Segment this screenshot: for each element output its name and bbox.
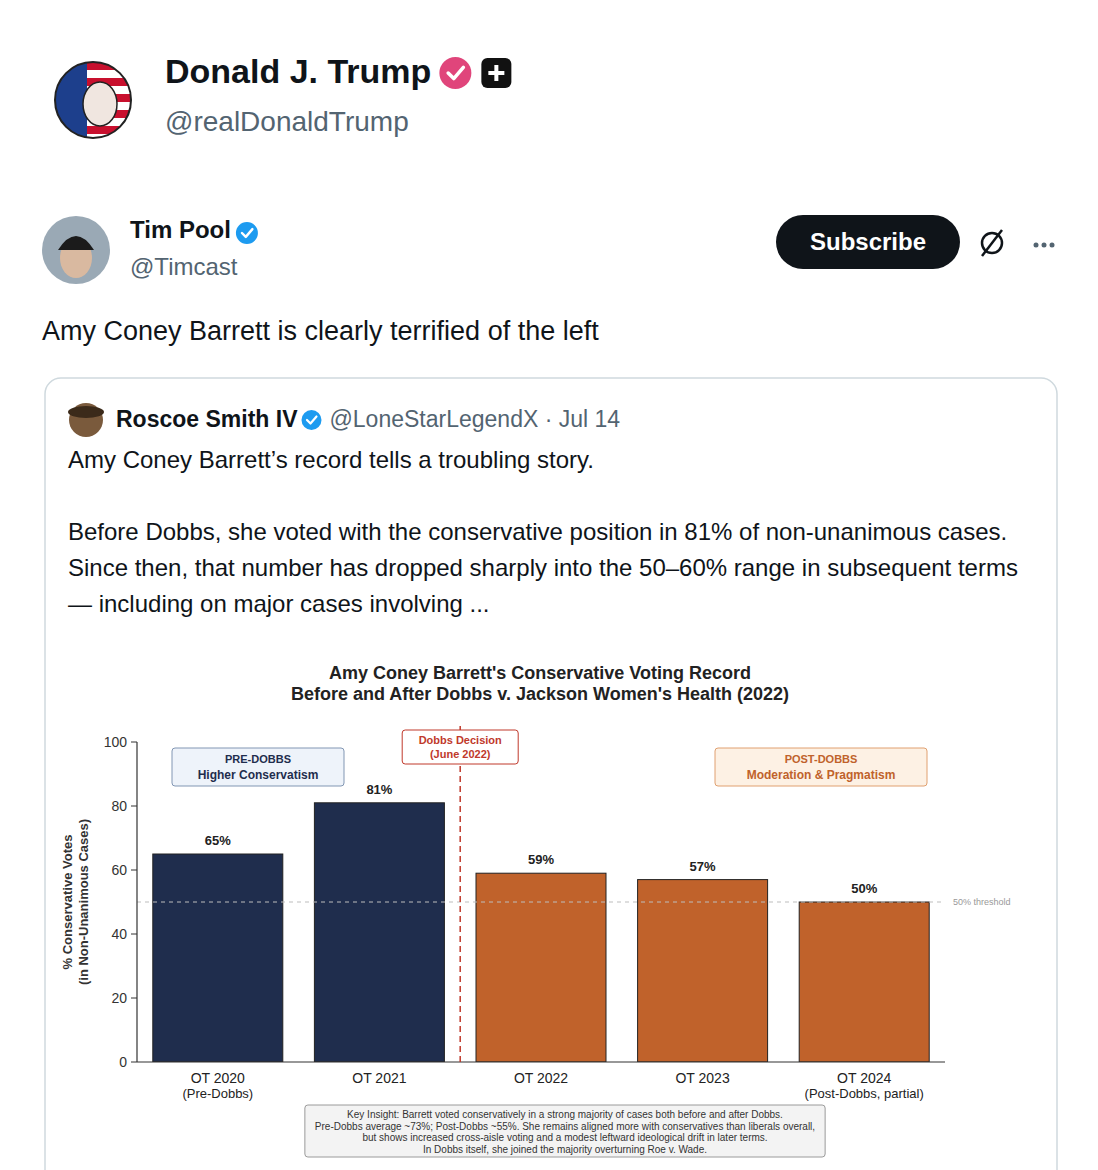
quoted-body: Before Dobbs, she voted with the conserv…	[68, 514, 1028, 622]
region-title: PRE-DOBBS	[225, 753, 291, 765]
author-name: Tim Pool	[130, 216, 231, 244]
y-tick-label: 20	[111, 990, 127, 1006]
region-box	[715, 748, 927, 786]
more-dot	[1050, 243, 1055, 248]
chart-title: Amy Coney Barrett's Conservative Voting …	[329, 663, 751, 683]
avatar-roscoe	[69, 403, 103, 437]
author-handle: @realDonaldTrump	[165, 106, 409, 138]
page: Amy Coney Barrett's Conservative Voting …	[0, 0, 1098, 1170]
bar	[314, 803, 444, 1062]
avatar-beanie	[58, 236, 94, 250]
flag-canton	[55, 62, 87, 138]
y-tick-label: 40	[111, 926, 127, 942]
bar	[799, 902, 929, 1062]
key-insight-line: Key Insight: Barrett voted conservativel…	[347, 1109, 783, 1120]
more-dot	[1042, 243, 1047, 248]
key-insight-line: In Dobbs itself, she joined the majority…	[423, 1144, 707, 1155]
key-insight-box	[305, 1105, 825, 1157]
y-tick	[131, 998, 137, 999]
avatar-timpool	[42, 216, 110, 284]
data-label: 59%	[528, 852, 554, 867]
bar	[638, 880, 768, 1062]
y-tick	[131, 1062, 137, 1063]
key-insight-line: Pre-Dobbs average ~73%; Post-Dobbs ~55%.…	[315, 1121, 815, 1132]
y-tick	[131, 806, 137, 807]
dobbs-label: Dobbs Decision	[419, 734, 502, 746]
y-tick-label: 100	[104, 734, 128, 750]
dobbs-label: (June 2022)	[430, 748, 491, 760]
x-tick-label: OT 2023	[675, 1070, 729, 1086]
avatar-hat	[68, 406, 104, 418]
verified-badge	[439, 57, 471, 89]
y-axis-title: % Conservative Votes	[60, 835, 75, 970]
avatar-face	[83, 82, 117, 126]
mute-icon-slash	[982, 230, 1002, 256]
avatar-ring	[55, 62, 131, 138]
y-tick	[131, 870, 137, 871]
region-text: Moderation & Pragmatism	[747, 768, 896, 782]
x-tick-label: OT 2022	[514, 1070, 568, 1086]
x-tick-label: OT 2024	[837, 1070, 891, 1086]
verified-badge	[301, 410, 321, 430]
y-axis	[136, 742, 137, 1062]
bar	[153, 854, 283, 1062]
more-dot	[1034, 243, 1039, 248]
region-box	[172, 748, 344, 786]
author-handle: @Timcast	[130, 253, 237, 281]
author-name: Roscoe Smith IV	[116, 406, 297, 433]
y-axis-title: (in Non-Unanimous Cases)	[76, 819, 91, 985]
marks	[137, 803, 945, 1062]
data-label: 57%	[690, 859, 716, 874]
y-tick-label: 0	[119, 1054, 127, 1070]
plus-badge-sign	[488, 65, 504, 81]
avatar-trump	[55, 62, 135, 142]
threshold-label: 50% threshold	[953, 897, 1011, 907]
key-insight-line: but shows increased cross-aisle voting a…	[362, 1132, 767, 1143]
chart: Amy Coney Barrett's Conservative Voting …	[60, 663, 1011, 1157]
post-text: Amy Coney Barrett is clearly terrified o…	[42, 316, 599, 347]
y-tick	[131, 934, 137, 935]
y-tick	[131, 742, 137, 743]
y-tick-label: 60	[111, 862, 127, 878]
data-label: 65%	[205, 833, 231, 848]
subscribe-button[interactable]: Subscribe	[776, 215, 960, 269]
region-title: POST-DOBBS	[785, 753, 858, 765]
x-axis	[137, 1061, 945, 1062]
x-tick-note: (Pre-Dobbs)	[182, 1086, 253, 1101]
chart-subtitle: Before and After Dobbs v. Jackson Women'…	[291, 684, 789, 704]
x-tick-label: OT 2020	[191, 1070, 245, 1086]
flag-stripe	[55, 62, 135, 70]
author-name: Donald J. Trump	[165, 52, 431, 91]
dobbs-line	[459, 726, 461, 1062]
verified-badge-check	[242, 229, 252, 237]
threshold-line	[137, 902, 945, 903]
quote-box	[45, 378, 1057, 1170]
y-tick-label: 80	[111, 798, 127, 814]
verified-badge-check	[307, 417, 317, 424]
x-tick-label: OT 2021	[352, 1070, 406, 1086]
plus-badge	[481, 58, 511, 88]
verified-badge-check	[448, 67, 463, 78]
author-handle: @LoneStarLegendX · Jul 14	[329, 406, 620, 433]
x-tick-note: (Post-Dobbs, partial)	[805, 1086, 924, 1101]
data-label: 50%	[851, 881, 877, 896]
region-text: Higher Conservatism	[198, 768, 319, 782]
dobbs-label-box	[402, 730, 518, 764]
quoted-headline: Amy Coney Barrett’s record tells a troub…	[68, 446, 594, 474]
verified-badge	[236, 222, 258, 244]
canvas-svg: Amy Coney Barrett's Conservative Voting …	[0, 0, 1098, 1170]
data-label: 81%	[366, 782, 392, 797]
